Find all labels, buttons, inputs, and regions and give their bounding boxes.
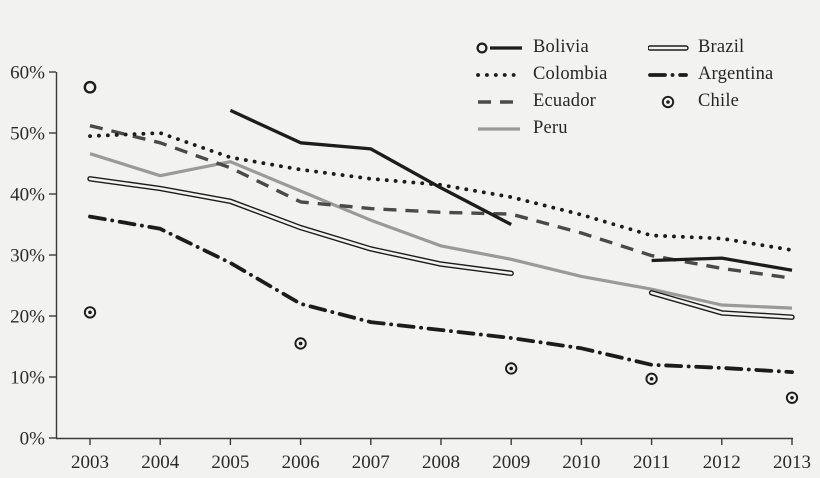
legend-label-chile: Chile xyxy=(698,91,740,112)
legend-label-peru: Peru xyxy=(533,118,568,139)
axes: 0% 10% 20% 30% 40% 50% 60% 2003 2004 2005 2006 2007… xyxy=(10,63,811,474)
legend-column-1: Bolivia Colombia Ecuador Peru xyxy=(476,34,608,142)
series-peru xyxy=(89,152,793,310)
legend-label-argentina: Argentina xyxy=(698,64,774,85)
legend-label-colombia: Colombia xyxy=(533,64,608,85)
peru-line-swatch-icon xyxy=(478,126,520,131)
legend-label-brazil: Brazil xyxy=(698,37,745,58)
bolivia-line-swatch-icon xyxy=(476,41,522,54)
legend-label-ecuador: Ecuador xyxy=(533,91,597,112)
x-tick-label: 2003 xyxy=(71,452,109,473)
legend-item-ecuador: Ecuador xyxy=(476,88,608,115)
legend-item-bolivia: Bolivia xyxy=(476,34,608,61)
ecuador-dashed-swatch-icon xyxy=(478,99,520,104)
x-tick-label: 2013 xyxy=(773,452,811,473)
y-tick-label: 60% xyxy=(10,63,45,84)
x-tick-label: 2009 xyxy=(492,452,530,473)
series-ecuador xyxy=(89,124,793,280)
legend-item-colombia: Colombia xyxy=(476,61,608,88)
chile-marker-swatch-icon xyxy=(661,95,675,108)
series-colombia xyxy=(88,131,794,252)
x-tick-label: 2005 xyxy=(211,452,249,473)
x-tick-label: 2012 xyxy=(703,452,741,473)
y-tick-label: 20% xyxy=(10,307,45,328)
legend-item-argentina: Argentina xyxy=(648,61,773,88)
legend-item-brazil: Brazil xyxy=(648,34,773,61)
y-tick-label: 40% xyxy=(10,185,45,206)
x-tick-label: 2004 xyxy=(141,452,180,473)
x-tick-label: 2008 xyxy=(422,452,460,473)
legend-item-chile: Chile xyxy=(648,88,773,115)
legend-label-bolivia: Bolivia xyxy=(533,37,589,58)
x-tick-label: 2006 xyxy=(282,452,320,473)
x-tick-label: 2011 xyxy=(633,452,670,473)
y-tick-label: 50% xyxy=(10,124,45,145)
x-tick-label: 2007 xyxy=(352,452,390,473)
legend-column-2: Brazil Argentina Chile xyxy=(648,34,773,115)
y-tick-label: 10% xyxy=(10,368,45,389)
y-tick-label: 0% xyxy=(20,429,46,450)
legend-item-peru: Peru xyxy=(476,115,608,142)
series-chile xyxy=(83,306,799,404)
series-brazil xyxy=(87,176,795,320)
brazil-hollow-line-swatch-icon xyxy=(648,44,689,51)
y-tick-label: 30% xyxy=(10,246,45,267)
x-tick-label: 2010 xyxy=(562,452,600,473)
colombia-dotted-swatch-icon xyxy=(476,72,522,77)
argentina-dashdot-swatch-icon xyxy=(648,72,688,77)
series-argentina xyxy=(88,214,794,374)
series-bolivia xyxy=(83,80,793,272)
